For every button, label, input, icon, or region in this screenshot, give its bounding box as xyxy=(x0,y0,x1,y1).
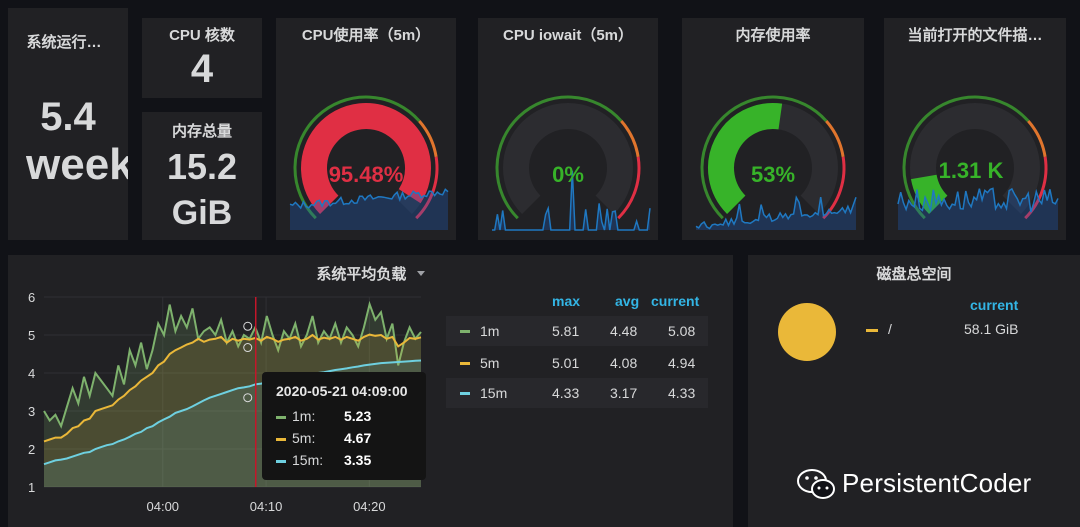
threshold-orange xyxy=(418,120,438,158)
legend-current: 4.33 xyxy=(668,385,696,401)
disk-pie-chart[interactable] xyxy=(772,297,842,367)
gauge-track xyxy=(910,103,1040,214)
gauge-value: 1.31 K xyxy=(938,158,1004,183)
tooltip-swatch xyxy=(276,460,286,463)
tooltip-name: 5m: xyxy=(292,430,316,446)
legend-name: 5m xyxy=(480,355,500,371)
disk-pie-slice[interactable] xyxy=(778,303,836,361)
legend-avg: 4.08 xyxy=(610,355,638,371)
sparkline-line xyxy=(492,170,651,231)
legend-swatch xyxy=(866,329,878,332)
tooltip-value: 3.35 xyxy=(344,452,372,468)
legend-header-avg[interactable]: avg xyxy=(615,293,640,309)
threshold-green xyxy=(495,95,623,220)
legend-max: 5.01 xyxy=(552,355,580,371)
tooltip-time: 2020-05-21 04:09:00 xyxy=(276,383,408,399)
gauge xyxy=(695,95,857,230)
threshold-orange xyxy=(1027,120,1047,158)
legend-row-15m[interactable]: 15m 4.33 3.17 4.33 xyxy=(446,378,708,408)
uptime-panel: 系统运行… 5.4 week xyxy=(8,8,128,240)
watermark: PersistentCoder xyxy=(796,463,1066,503)
threshold-green xyxy=(902,95,1030,220)
legend-max: 5.81 xyxy=(552,323,580,339)
sparkline-line xyxy=(695,195,857,230)
legend-swatch xyxy=(460,392,470,395)
legend-swatch xyxy=(460,330,470,333)
legend-avg: 4.48 xyxy=(610,323,638,339)
panel-title-text: 系统平均负载 xyxy=(316,266,407,283)
tooltip-row: 15m: 3.35 xyxy=(276,452,416,470)
tooltip-name: 1m: xyxy=(292,408,316,424)
legend-swatch xyxy=(460,362,470,365)
gauge xyxy=(289,95,449,230)
tooltip-row: 1m: 5.23 xyxy=(276,408,416,426)
panel-title[interactable]: 内存使用率 xyxy=(735,27,811,44)
cpu-cores-value: 4 xyxy=(190,47,214,91)
legend-name: / xyxy=(888,321,892,337)
panel-title[interactable]: 系统运行… xyxy=(26,34,102,51)
mem-total-value: 15.2 xyxy=(166,146,238,187)
cpu-iowait-panel: CPU iowait（5m） 0% xyxy=(478,18,658,240)
gauge-fill xyxy=(708,103,783,214)
legend-current: 4.94 xyxy=(668,355,696,371)
panel-title[interactable]: 当前打开的文件描… xyxy=(907,27,1043,44)
threshold-green xyxy=(700,95,828,220)
panel-title[interactable]: 系统平均负载 xyxy=(8,263,733,284)
mem-total-unit: GiB xyxy=(171,194,233,232)
threshold-red xyxy=(822,156,846,220)
mem-total-panel: 内存总量 15.2 GiB xyxy=(142,112,262,240)
threshold-orange xyxy=(620,120,640,158)
uptime-value: 5.4 xyxy=(40,95,96,139)
wechat-icon xyxy=(797,469,835,499)
legend-header-current[interactable]: current xyxy=(651,293,700,309)
uptime-unit: week xyxy=(26,142,128,189)
tooltip-swatch xyxy=(276,416,286,419)
sparkline-area xyxy=(696,197,856,230)
legend-header-max[interactable]: max xyxy=(552,293,581,309)
panel-title[interactable]: CPU 核数 xyxy=(169,27,235,44)
chevron-down-icon[interactable] xyxy=(416,271,425,276)
gauge-value: 0% xyxy=(552,162,584,187)
tooltip-swatch xyxy=(276,438,286,441)
legend-row-5m[interactable]: 5m 5.01 4.08 4.94 xyxy=(446,348,708,378)
cpu-usage-panel: CPU使用率（5m） 95.48% xyxy=(276,18,456,240)
panel-title[interactable]: 内存总量 xyxy=(171,123,232,140)
open-files-panel: 当前打开的文件描… 1.31 K xyxy=(884,18,1066,240)
sparkline-line xyxy=(289,188,449,210)
threshold-orange xyxy=(825,120,845,158)
legend-avg: 3.17 xyxy=(610,385,638,401)
gauge xyxy=(897,95,1059,230)
panel-title[interactable]: CPU iowait（5m） xyxy=(502,27,634,44)
legend-current: 5.08 xyxy=(668,323,696,339)
sparkline-line xyxy=(897,187,1059,213)
gauge-fill xyxy=(910,174,948,214)
tooltip-name: 15m: xyxy=(292,452,324,468)
gauge xyxy=(492,95,651,231)
gauge-track xyxy=(503,103,633,214)
legend-current: 58.1 GiB xyxy=(964,321,1019,337)
gauge-fill xyxy=(301,103,431,214)
disk-total-panel: 磁盘总空间 current / 58.1 GiB xyxy=(748,255,1080,527)
threshold-red xyxy=(415,156,439,220)
tooltip-value: 4.67 xyxy=(344,430,372,446)
sparkline-area xyxy=(290,189,448,230)
threshold-red xyxy=(617,156,641,220)
cpu-cores-panel: CPU 核数 4 xyxy=(142,18,262,98)
legend-row-1m[interactable]: 1m 5.81 4.48 5.08 xyxy=(446,316,708,346)
legend-name: 1m xyxy=(480,323,500,339)
threshold-red xyxy=(1024,156,1048,220)
watermark-text: PersistentCoder xyxy=(842,468,1032,498)
mem-usage-panel: 内存使用率 53% xyxy=(682,18,864,240)
gauge-value: 95.48% xyxy=(328,162,404,187)
panel-title[interactable]: CPU使用率（5m） xyxy=(301,27,431,44)
legend-header-current[interactable]: current xyxy=(970,297,1019,313)
tooltip-row: 5m: 4.67 xyxy=(276,430,416,448)
legend-name: 15m xyxy=(480,385,508,401)
panel-title[interactable]: 磁盘总空间 xyxy=(876,266,952,283)
legend-max: 4.33 xyxy=(552,385,580,401)
threshold-green xyxy=(293,95,421,220)
chart-tooltip: 2020-05-21 04:09:00 1m: 5.23 5m: 4.67 15… xyxy=(262,372,426,480)
gauge-value: 53% xyxy=(750,162,796,187)
tooltip-value: 5.23 xyxy=(344,408,372,424)
